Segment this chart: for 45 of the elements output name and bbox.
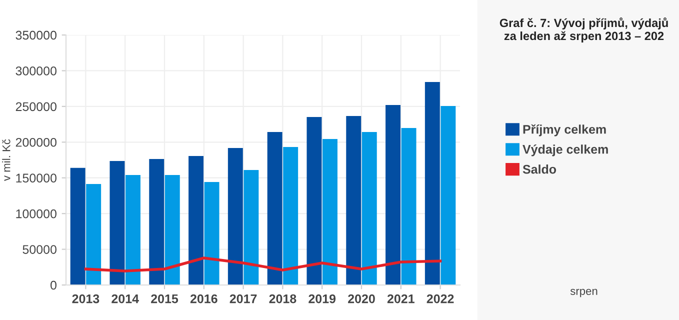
bar <box>228 148 243 285</box>
bar <box>306 117 322 285</box>
line-series <box>84 256 442 272</box>
y-tick-label: 50000 <box>22 245 56 254</box>
x-tick-label: 2017 <box>230 294 257 304</box>
y-tick-label: 150000 <box>16 174 56 183</box>
x-tick-label: 2022 <box>426 294 454 304</box>
x-tick-label: 2021 <box>387 294 414 304</box>
bar <box>204 182 220 285</box>
bar <box>424 82 440 285</box>
bar <box>386 105 401 285</box>
bar <box>322 139 338 285</box>
legend-label: Příjmy celkem <box>523 124 606 136</box>
y-tick-label: 350000 <box>16 30 56 40</box>
y-tick-label: 200000 <box>16 138 56 147</box>
bar <box>188 156 204 285</box>
x-tick-label: 2019 <box>308 294 336 304</box>
y-tick-label: 0 <box>50 280 56 290</box>
x-tick-label: 2020 <box>348 294 375 304</box>
bar <box>267 132 282 285</box>
bar <box>164 175 180 285</box>
bar <box>362 132 377 285</box>
legend-label: Saldo <box>522 164 556 174</box>
text: srpen <box>570 288 598 298</box>
bar <box>110 161 125 285</box>
y-axis-title: v mil. Kč <box>2 139 10 181</box>
bar <box>86 184 102 285</box>
bar <box>125 175 140 285</box>
x-tick-label: 2014 <box>112 294 139 304</box>
y-tick-label: 300000 <box>16 66 56 76</box>
bar <box>70 168 86 285</box>
bar <box>440 106 456 285</box>
y-tick-label: 100000 <box>16 209 56 218</box>
bar <box>283 147 298 285</box>
x-tick-label: 2015 <box>151 294 178 304</box>
y-tick-label: 250000 <box>16 102 56 112</box>
x-tick-label: 2018 <box>269 294 296 304</box>
bar <box>149 159 164 285</box>
text: Graf č. 7: Vývoj příjmů, výdajů za leden až srpen 2013 – 202 <box>500 18 668 42</box>
bar <box>244 170 259 285</box>
x-tick-label: 2013 <box>72 294 100 304</box>
legend-label: Výdaje celkem <box>522 144 608 156</box>
bar <box>346 116 362 285</box>
x-tick-label: 2016 <box>190 294 218 304</box>
bar <box>401 128 416 285</box>
